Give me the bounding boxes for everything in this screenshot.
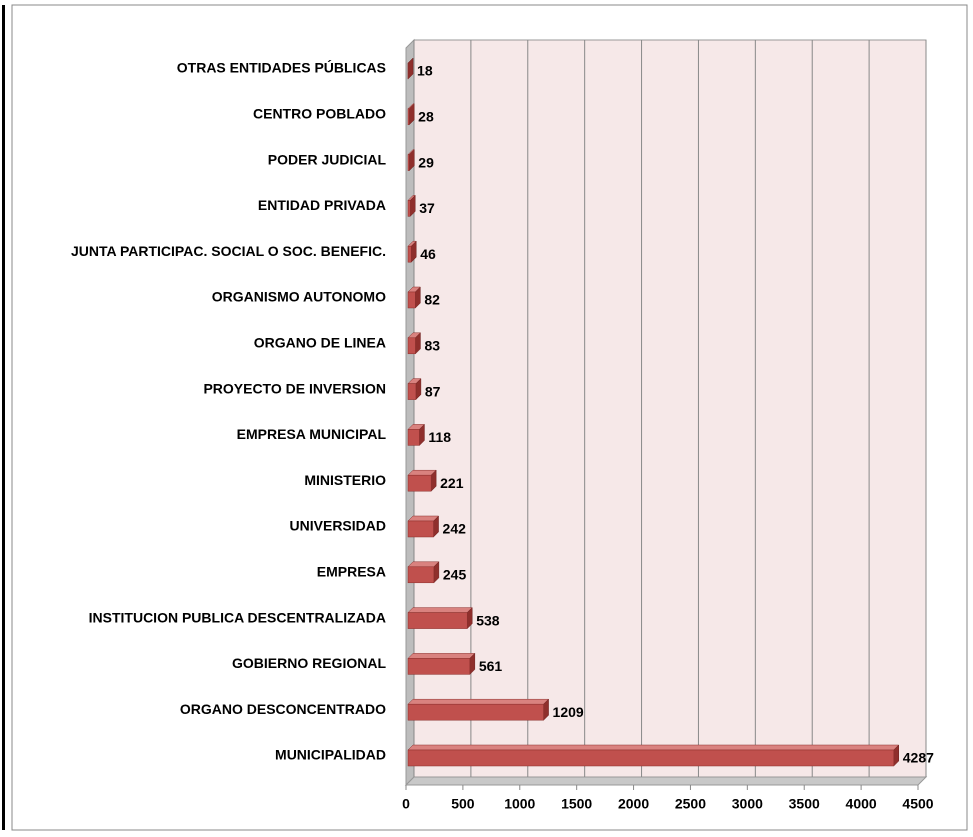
bar-front — [407, 154, 410, 171]
value-label: 242 — [443, 521, 467, 537]
bar — [407, 286, 421, 309]
bar-top — [407, 561, 440, 568]
bar-front — [407, 383, 417, 400]
y-tick-label: PROYECTO DE INVERSION — [203, 380, 386, 396]
y-tick-label: MUNICIPALIDAD — [275, 747, 386, 763]
bar — [407, 698, 550, 721]
value-label: 245 — [443, 567, 467, 583]
value-label: 82 — [424, 292, 440, 308]
bar-top — [407, 607, 473, 613]
value-label: 4287 — [903, 750, 934, 766]
bar — [407, 377, 422, 401]
bar — [407, 240, 417, 263]
bar-front — [407, 566, 435, 584]
y-tick-label: EMPRESA MUNICIPAL — [237, 426, 387, 442]
bar-front — [407, 245, 412, 263]
bar-front — [407, 612, 468, 629]
y-tick-label: PODER JUDICIAL — [268, 151, 387, 167]
x-tick-label: 2500 — [675, 796, 706, 812]
bar — [407, 515, 440, 538]
value-label: 538 — [476, 612, 500, 628]
bar-front — [407, 108, 410, 126]
y-tick-label: ORGANO DE LINEA — [254, 335, 386, 351]
value-label: 18 — [417, 63, 433, 79]
x-tick-label: 3000 — [732, 796, 763, 812]
x-tick-label: 4000 — [846, 796, 877, 812]
value-label: 221 — [440, 475, 464, 491]
left-edge — [2, 5, 5, 830]
y-tick-label: CENTRO POBLADO — [253, 106, 386, 122]
bar — [407, 332, 422, 355]
bar-front — [407, 474, 432, 492]
bar-front — [407, 200, 411, 217]
bar — [407, 148, 415, 172]
bar-top — [407, 744, 900, 751]
y-tick-label: UNIVERSIDAD — [290, 518, 386, 534]
y-tick-label: MINISTERIO — [304, 472, 386, 488]
y-tick-label: GOBIERNO REGIONAL — [232, 655, 386, 671]
x-tick-label: 1000 — [504, 796, 535, 812]
bar — [407, 194, 416, 218]
floor — [404, 776, 928, 786]
bar — [407, 744, 900, 767]
bar-top — [407, 653, 476, 659]
bar — [407, 652, 476, 676]
bar — [407, 606, 473, 630]
value-label: 1209 — [553, 704, 584, 720]
value-label: 118 — [428, 429, 451, 445]
bar-front — [407, 520, 434, 538]
y-tick-label: ORGANISMO AUTONOMO — [212, 289, 386, 305]
bar — [407, 423, 426, 447]
bar-front — [407, 291, 416, 309]
value-label: 87 — [425, 383, 441, 399]
bar-front — [407, 337, 416, 355]
y-tick-label: EMPRESA — [317, 564, 386, 580]
value-label: 29 — [418, 154, 434, 170]
value-label: 46 — [420, 246, 436, 262]
x-tick-label: 0 — [402, 796, 410, 812]
x-tick-label: 500 — [451, 796, 475, 812]
bar — [407, 561, 440, 584]
y-tick-label: INSTITUCION PUBLICA DESCENTRALIZADA — [89, 609, 386, 625]
value-label: 28 — [418, 109, 434, 125]
x-tick-label: 2000 — [618, 796, 649, 812]
y-tick-label: ENTIDAD PRIVADA — [258, 197, 386, 213]
x-tick-label: 4500 — [902, 796, 933, 812]
y-tick-label: OTRAS ENTIDADES PÚBLICAS — [177, 59, 386, 76]
value-label: 37 — [419, 200, 435, 216]
value-label: 561 — [479, 658, 503, 674]
y-tick-label: ORGANO DESCONCENTRADO — [180, 701, 386, 717]
bar-front — [407, 429, 420, 446]
bar — [407, 469, 437, 492]
bar-front — [407, 658, 471, 675]
bar — [407, 57, 414, 80]
x-tick-label: 3500 — [789, 796, 820, 812]
bar-front — [407, 749, 895, 767]
bar-front — [407, 703, 544, 721]
bar-top — [407, 698, 550, 705]
x-tick-label: 1500 — [561, 796, 592, 812]
value-label: 83 — [424, 338, 440, 354]
bar — [407, 103, 415, 126]
y-tick-label: JUNTA PARTICIPAC. SOCIAL O SOC. BENEFIC. — [71, 243, 386, 259]
